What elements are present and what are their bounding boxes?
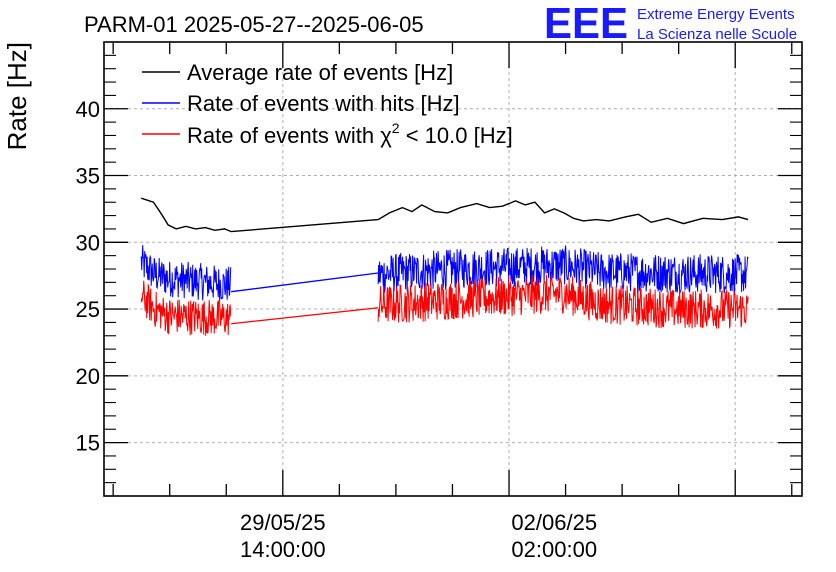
eee-logo-line2: La Scienza nelle Scuole [637,26,797,43]
legend-label-chi2: Rate of events with χ2 < 10.0 [Hz] [187,120,513,148]
y-tick-label: 40 [76,97,100,122]
series-chi2-segment [140,280,232,336]
legend-label-hits: Rate of events with hits [Hz] [187,91,460,116]
series-hits [140,245,749,302]
series-chi2-segment [377,273,749,329]
y-tick-label: 25 [76,297,100,322]
legend-item-average: Average rate of events [Hz] [142,60,453,85]
legend-item-hits: Rate of events with hits [Hz] [142,91,460,116]
x-tick-label-time: 14:00:00 [240,537,326,562]
y-tick-label: 35 [76,164,100,189]
series-hits-bridge [231,272,379,293]
series-chi2-bridge [231,307,379,325]
series-hits-segment [377,245,749,295]
axis-ticks [104,42,802,497]
eee-logo-line1: Extreme Energy Events [637,6,795,23]
data-layer [140,197,749,336]
legend-label-chi2-suffix: < 10.0 [Hz] [400,123,513,148]
eee-logo: EEE Extreme Energy Events La Scienza nel… [544,0,797,48]
legend-label-chi2-sup: 2 [392,120,400,136]
legend-label-chi2-prefix: Rate of events with [187,123,380,148]
series-chi2 [140,273,749,336]
legend-label-chi2-symbol: χ [380,123,392,148]
eee-logo-mark: EEE [544,0,628,48]
series-hits-segment [140,245,232,302]
y-tick-label: 30 [76,230,100,255]
legend-label-average: Average rate of events [Hz] [187,60,453,85]
chart-title: PARM-01 2025-05-27--2025-06-05 [84,12,424,37]
x-tick-label-date: 02/06/25 [511,510,597,535]
y-tick-label: 20 [76,364,100,389]
legend-item-chi2: Rate of events with χ2 < 10.0 [Hz] [142,120,513,148]
x-tick-label-time: 02:00:00 [511,537,597,562]
x-tick-label-date: 29/05/25 [240,510,326,535]
y-tick-label: 15 [76,431,100,456]
legend: Average rate of events [Hz] Rate of even… [142,60,513,148]
y-axis-label: Rate [Hz] [2,42,32,150]
series-avg-line [140,197,749,233]
